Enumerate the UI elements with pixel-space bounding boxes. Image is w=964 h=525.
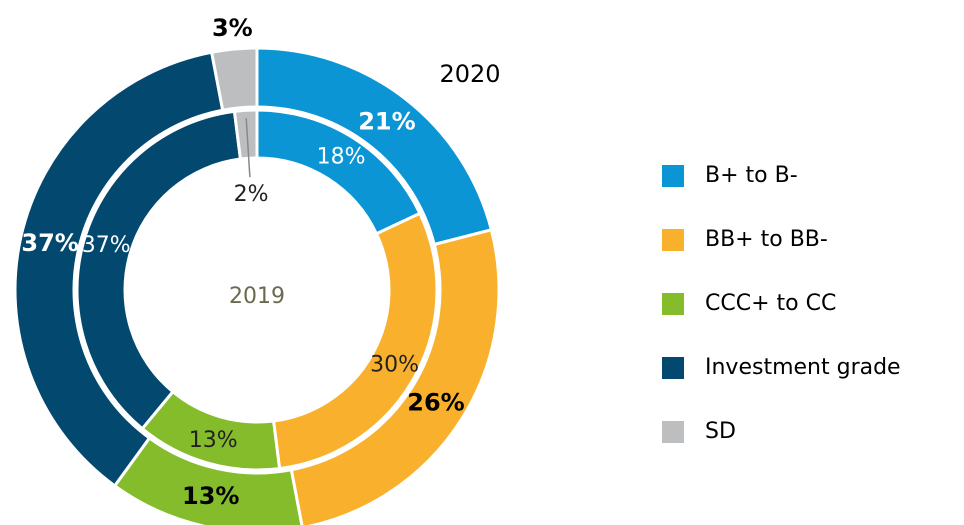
legend-swatch	[662, 229, 684, 251]
legend-label: Investment grade	[705, 355, 901, 380]
data-label: 3%	[212, 14, 253, 42]
data-label: 37%	[82, 233, 131, 258]
legend-label: SD	[705, 419, 736, 444]
data-label: 13%	[182, 482, 239, 510]
legend-swatch	[662, 357, 684, 379]
donut-segment	[209, 46, 259, 112]
donut-segment	[289, 227, 501, 525]
donut-segment	[75, 109, 243, 431]
data-label: 18%	[317, 144, 366, 169]
data-label: 21%	[358, 107, 415, 135]
data-label: 13%	[189, 428, 238, 453]
inner-ring-title: 2019	[229, 284, 285, 309]
data-label: 30%	[370, 353, 419, 378]
legend-label: B+ to B-	[705, 163, 798, 188]
donut-segment	[232, 108, 259, 161]
legend-swatch	[662, 421, 684, 443]
donut-segment	[13, 50, 225, 488]
outer-ring-title: 2020	[439, 60, 500, 88]
legend-label: BB+ to BB-	[705, 227, 828, 252]
legend-label: CCC+ to CC	[705, 291, 836, 316]
legend-swatch	[662, 165, 684, 187]
donut-segment	[271, 211, 439, 471]
data-label: 26%	[407, 389, 464, 417]
leader-line	[245, 118, 251, 178]
data-label: 37%	[21, 229, 78, 257]
data-label: 2%	[234, 182, 269, 207]
legend-swatch	[662, 293, 684, 315]
